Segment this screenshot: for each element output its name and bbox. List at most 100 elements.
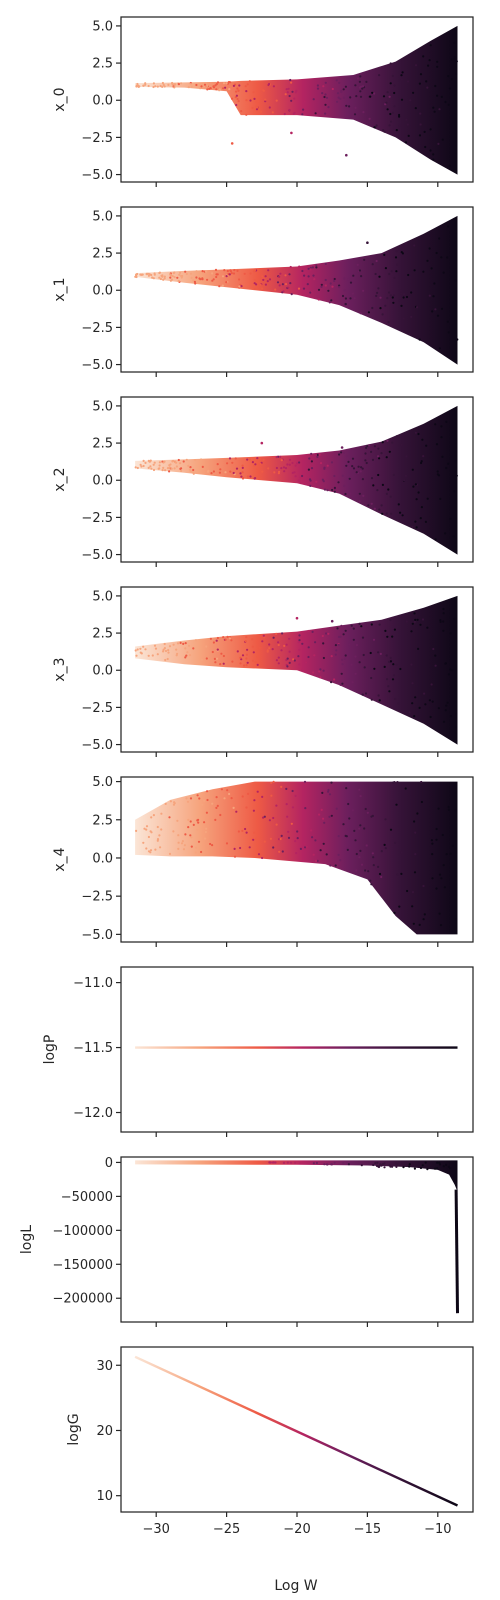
scatter-point xyxy=(296,830,299,833)
scatter-density-region xyxy=(135,25,458,175)
scatter-point xyxy=(410,663,413,666)
scatter-point xyxy=(318,453,321,456)
scatter-point xyxy=(406,80,410,83)
scatter-point xyxy=(453,617,456,621)
scatter-point xyxy=(318,670,321,673)
scatter-point xyxy=(162,278,165,281)
scatter-point xyxy=(243,272,246,275)
scatter-point xyxy=(164,469,167,472)
scatter-point xyxy=(442,271,445,274)
scatter-point xyxy=(285,803,288,806)
scatter-point xyxy=(413,269,416,272)
scatter-point xyxy=(322,842,325,845)
scatter-point xyxy=(360,85,363,88)
scatter-point xyxy=(278,284,281,287)
scatter-point xyxy=(289,1161,293,1164)
scatter-point xyxy=(320,285,323,288)
scatter-point xyxy=(203,799,206,802)
scatter-point xyxy=(320,808,323,812)
y-tick-label: −2.5 xyxy=(81,890,113,905)
scatter-point xyxy=(298,648,301,651)
scatter-point xyxy=(381,441,384,444)
scatter-point xyxy=(152,277,155,280)
scatter-point xyxy=(377,1165,381,1169)
scatter-point xyxy=(216,648,219,651)
scatter-point xyxy=(323,467,326,470)
scatter-point xyxy=(289,282,292,285)
scatter-point xyxy=(436,1167,439,1170)
scatter-point xyxy=(310,829,313,832)
scatter-point xyxy=(433,110,436,113)
scatter-point xyxy=(383,665,386,669)
y-axis-label: logL xyxy=(19,1225,35,1254)
scatter-point xyxy=(245,636,248,639)
scatter-point xyxy=(440,436,443,439)
scatter-point xyxy=(235,103,238,107)
scatter-point xyxy=(375,294,378,297)
scatter-point xyxy=(212,278,215,281)
scatter-point xyxy=(341,294,345,298)
scatter-point xyxy=(229,269,232,272)
scatter-point xyxy=(311,630,314,634)
y-tick-label: −11.5 xyxy=(73,1041,113,1056)
scatter-point xyxy=(158,467,161,470)
scatter-point xyxy=(327,790,330,793)
scatter-point xyxy=(436,314,440,317)
scatter-point xyxy=(343,484,346,487)
scatter-point xyxy=(136,82,139,86)
scatter-point xyxy=(281,850,284,853)
scatter-point xyxy=(312,671,315,674)
y-tick-label: −150000 xyxy=(52,1258,113,1273)
scatter-point xyxy=(173,271,176,274)
scatter-density-region xyxy=(135,781,458,935)
scatter-point xyxy=(269,837,272,840)
scatter-point xyxy=(150,467,153,470)
scatter-point xyxy=(432,106,435,109)
scatter-point xyxy=(233,847,236,851)
scatter-point xyxy=(414,107,417,110)
y-tick-label: −2.5 xyxy=(81,321,113,336)
scatter-point xyxy=(385,512,388,515)
scatter-point xyxy=(324,81,327,84)
scatter-point xyxy=(413,244,416,247)
scatter-point xyxy=(424,1161,427,1164)
scatter-point xyxy=(240,475,243,478)
scatter-point xyxy=(392,294,396,297)
scatter-point xyxy=(231,461,234,464)
scatter-point xyxy=(335,807,338,810)
scatter-point xyxy=(239,662,242,665)
scatter-point xyxy=(254,463,257,466)
scatter-point xyxy=(177,458,180,462)
scatter-point xyxy=(268,106,271,109)
scatter-point xyxy=(241,464,244,467)
scatter-point xyxy=(411,905,414,908)
scatter-point xyxy=(275,456,278,459)
scatter-point xyxy=(390,120,393,123)
scatter-point xyxy=(391,678,395,681)
scatter-point xyxy=(248,80,251,83)
scatter-point xyxy=(175,465,178,468)
scatter-point xyxy=(163,647,166,650)
scatter-point xyxy=(246,83,249,86)
scatter-point xyxy=(412,922,415,925)
scatter-point xyxy=(361,87,364,90)
scatter-point xyxy=(272,636,275,639)
scatter-point xyxy=(203,83,207,86)
scatter-point xyxy=(378,457,381,460)
scatter-point xyxy=(270,781,273,785)
scatter-point xyxy=(236,97,239,101)
scatter-point xyxy=(446,256,449,259)
scatter-point xyxy=(331,87,334,91)
scatter-point xyxy=(180,467,183,470)
scatter-point xyxy=(414,696,417,699)
scatter-point xyxy=(149,849,153,852)
scatter-point xyxy=(449,852,452,855)
scatter-point xyxy=(334,653,337,656)
scatter-point xyxy=(205,827,208,830)
scatter-point xyxy=(206,88,209,91)
scatter-point xyxy=(175,648,178,651)
scatter-point xyxy=(400,872,403,876)
scatter-point xyxy=(158,461,161,464)
scatter-point xyxy=(427,64,430,67)
y-tick-label: 5.0 xyxy=(92,775,113,790)
